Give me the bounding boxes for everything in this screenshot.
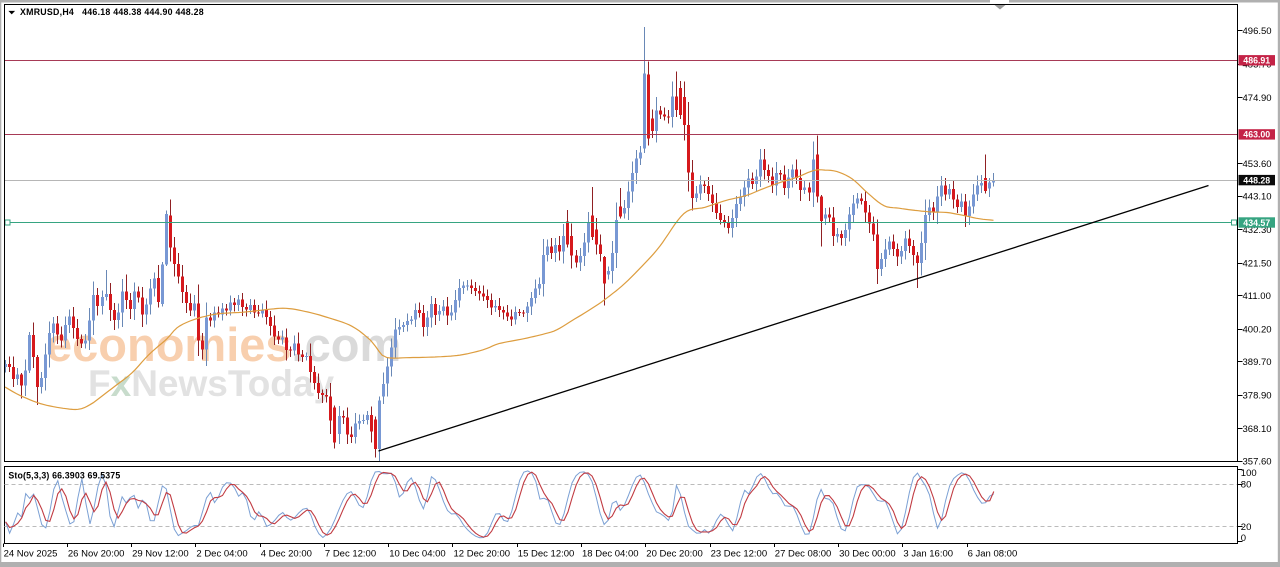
svg-text:448.28: 448.28 <box>1243 175 1270 185</box>
svg-text:12 Dec 20:00: 12 Dec 20:00 <box>454 548 511 559</box>
svg-text:20: 20 <box>1241 522 1252 533</box>
svg-text:2 Dec 04:00: 2 Dec 04:00 <box>196 548 247 559</box>
svg-text:Sto(5,3,3) 66.3903 69.5375: Sto(5,3,3) 66.3903 69.5375 <box>8 471 120 481</box>
svg-text:30 Dec 00:00: 30 Dec 00:00 <box>839 548 896 559</box>
svg-text:23 Dec 12:00: 23 Dec 12:00 <box>711 548 768 559</box>
svg-text:474.90: 474.90 <box>1243 93 1272 104</box>
svg-text:XMRUSD,H4 446.18 448.38 444.: XMRUSD,H4 446.18 448.38 444.90 448.28 <box>20 7 204 17</box>
svg-text:496.50: 496.50 <box>1243 26 1272 37</box>
svg-text:434.57: 434.57 <box>1243 218 1270 228</box>
svg-text:6 Jan 08:00: 6 Jan 08:00 <box>968 548 1018 559</box>
svg-text:453.60: 453.60 <box>1243 159 1272 170</box>
svg-text:400.20: 400.20 <box>1243 325 1272 336</box>
svg-text:421.50: 421.50 <box>1243 259 1272 270</box>
svg-text:economies.com: economies.com <box>46 318 401 371</box>
svg-text:4 Dec 20:00: 4 Dec 20:00 <box>261 548 312 559</box>
svg-text:10 Dec 04:00: 10 Dec 04:00 <box>389 548 446 559</box>
svg-text:3 Jan 16:00: 3 Jan 16:00 <box>903 548 953 559</box>
svg-text:100: 100 <box>1241 468 1257 479</box>
svg-text:443.10: 443.10 <box>1243 192 1272 203</box>
svg-text:27 Dec 08:00: 27 Dec 08:00 <box>775 548 832 559</box>
svg-text:357.60: 357.60 <box>1243 457 1272 468</box>
svg-text:368.10: 368.10 <box>1243 424 1272 435</box>
svg-text:411.00: 411.00 <box>1243 291 1271 302</box>
svg-text:389.70: 389.70 <box>1243 357 1272 368</box>
svg-text:7 Dec 12:00: 7 Dec 12:00 <box>325 548 376 559</box>
svg-text:378.90: 378.90 <box>1243 391 1272 402</box>
svg-text:432.30: 432.30 <box>1243 225 1272 236</box>
svg-text:486.91: 486.91 <box>1243 56 1270 66</box>
svg-text:29 Nov 12:00: 29 Nov 12:00 <box>132 548 189 559</box>
svg-text:26 Nov 20:00: 26 Nov 20:00 <box>68 548 125 559</box>
svg-text:18 Dec 04:00: 18 Dec 04:00 <box>582 548 639 559</box>
svg-text:463.00: 463.00 <box>1243 130 1270 140</box>
svg-text:20 Dec 20:00: 20 Dec 20:00 <box>646 548 703 559</box>
svg-text:0: 0 <box>1241 533 1246 544</box>
svg-text:80: 80 <box>1241 480 1252 491</box>
svg-text:FxNewsToday: FxNewsToday <box>88 363 334 404</box>
svg-text:24 Nov 2025: 24 Nov 2025 <box>4 548 58 559</box>
svg-text:15 Dec 12:00: 15 Dec 12:00 <box>518 548 575 559</box>
